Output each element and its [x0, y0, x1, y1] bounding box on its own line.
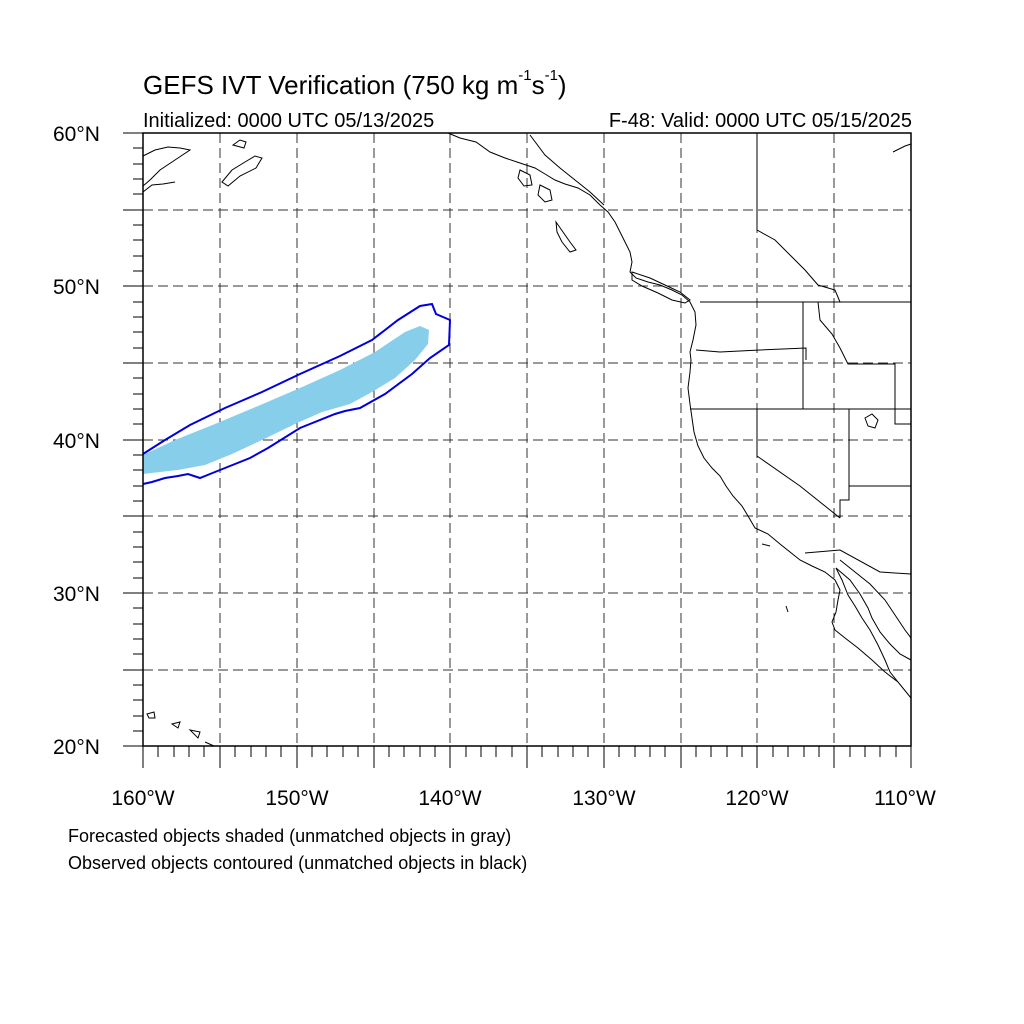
- valid-time: F-48: Valid: 0000 UTC 05/15/2025: [608, 110, 912, 132]
- lon-ticks: [142, 746, 912, 768]
- lon-label-120w: 120°W: [725, 787, 788, 810]
- lon-label-140w: 140°W: [418, 787, 481, 810]
- footer-forecast-note: Forecasted objects shaded (unmatched obj…: [68, 826, 512, 846]
- observed-object-contour: [142, 302, 452, 485]
- initialized-time: Initialized: 0000 UTC 05/13/2025: [143, 110, 435, 132]
- lat-label-60n: 60°N: [53, 123, 100, 146]
- lon-label-130w: 130°W: [572, 787, 635, 810]
- footer-observed-note: Observed objects contoured (unmatched ob…: [68, 853, 528, 873]
- lat-label-30n: 30°N: [53, 583, 100, 606]
- lat-label-40n: 40°N: [53, 430, 100, 453]
- lat-label-50n: 50°N: [53, 276, 100, 299]
- forecast-object: [143, 326, 429, 474]
- map-title: GEFS IVT Verification (750 kg m-1s-1): [143, 67, 567, 100]
- political-borders: [529, 133, 912, 575]
- lon-label-150w: 150°W: [265, 787, 328, 810]
- lat-ticks: [123, 132, 143, 747]
- lat-label-20n: 20°N: [53, 736, 100, 759]
- lon-label-110w: 110°W: [874, 787, 936, 810]
- coastlines: [142, 132, 912, 747]
- lon-label-160w: 160°W: [111, 787, 174, 810]
